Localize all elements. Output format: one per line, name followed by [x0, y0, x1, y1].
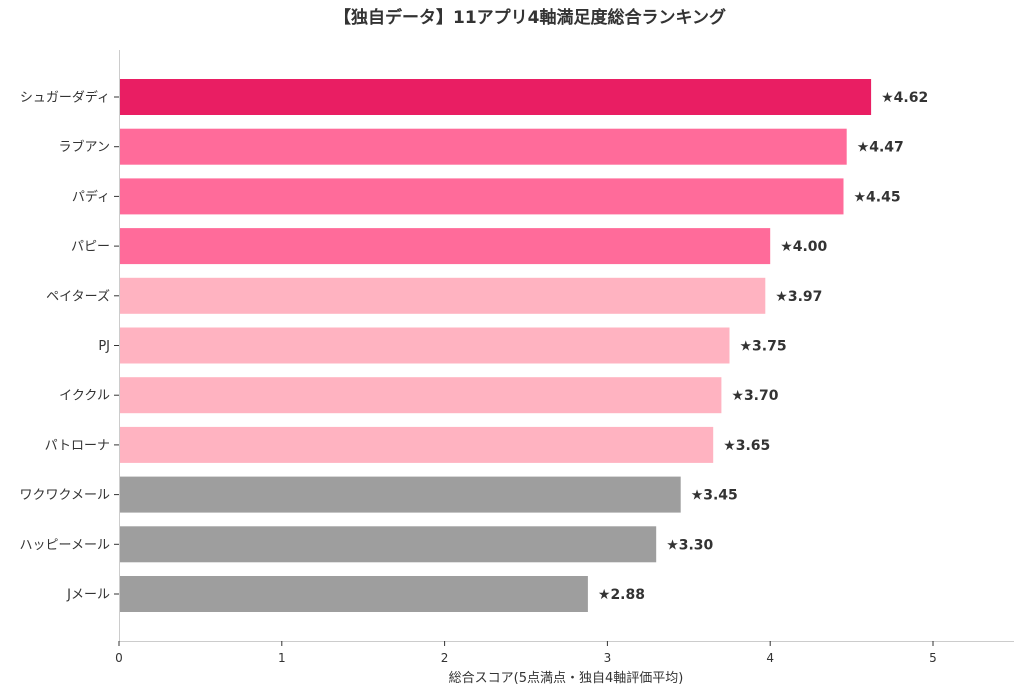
x-tick-label: 4 — [766, 651, 774, 665]
data-label: ★3.30 — [666, 537, 713, 553]
x-tick-label: 5 — [929, 651, 937, 665]
bar — [120, 277, 766, 314]
x-axis-ticks: 0 1 2 3 4 5 — [115, 641, 937, 665]
bar — [120, 576, 588, 612]
category-label: パピー — [71, 240, 110, 255]
chart-title: 【独自データ】11アプリ4軸満足度総合ランキング — [334, 7, 726, 28]
data-label: ★3.70 — [731, 388, 778, 404]
x-tick-label: 0 — [115, 651, 123, 665]
category-label: Jメール — [66, 588, 110, 603]
bar — [120, 228, 771, 265]
x-tick-label: 1 — [278, 651, 286, 665]
category-label: イククル — [59, 389, 110, 404]
data-label: ★3.65 — [723, 438, 770, 454]
category-label: ラブアン — [59, 139, 110, 155]
bar — [120, 178, 844, 215]
bar — [120, 79, 872, 115]
category-label: ワクワクメール — [20, 488, 110, 503]
bar — [120, 327, 730, 364]
bars-group — [120, 79, 872, 612]
value-labels: ★4.62 ★4.47 ★4.45 ★4.00 ★3.97 ★3.75 ★3.70 ★3.65… — [598, 90, 928, 603]
category-label: シュガーダディ — [20, 90, 110, 106]
category-label: PJ — [98, 339, 110, 354]
bar — [120, 476, 681, 513]
data-label: ★4.45 — [854, 189, 901, 205]
data-label: ★3.97 — [775, 289, 822, 305]
category-label: ペイターズ — [46, 288, 110, 304]
category-label: ハッピーメール — [20, 538, 110, 553]
bar — [120, 426, 714, 463]
data-label: ★2.88 — [598, 587, 645, 603]
x-tick-label: 3 — [604, 651, 612, 665]
bar — [120, 128, 847, 165]
x-tick-label: 2 — [441, 651, 449, 665]
x-axis-title: 総合スコア(5点満点・独自4軸評価平均) — [449, 671, 684, 686]
data-label: ★4.47 — [857, 140, 904, 156]
bar — [120, 526, 657, 563]
data-label: ★3.45 — [691, 488, 738, 504]
category-label: パディ — [72, 189, 110, 205]
data-label: ★4.00 — [780, 239, 827, 255]
category-label: パトローナ — [45, 438, 110, 453]
bar — [120, 377, 722, 414]
data-label: ★4.62 — [881, 90, 928, 106]
data-label: ★3.75 — [740, 339, 787, 355]
